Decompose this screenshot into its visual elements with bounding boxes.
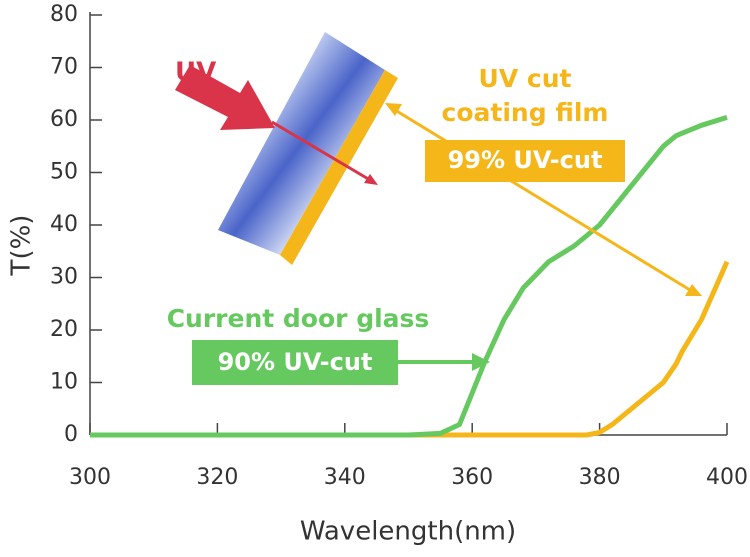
y-tick-label: 20 (50, 317, 78, 342)
illustration (175, 32, 702, 385)
series-line (90, 260, 730, 438)
uv-label: UV (175, 58, 216, 88)
y-tick-label: 30 (50, 265, 78, 290)
y-tick-label: 60 (50, 107, 78, 132)
x-tick-label: 360 (451, 465, 493, 490)
y-tick-label: 0 (64, 422, 78, 447)
arrow-head (472, 353, 490, 371)
y-tick-label: 50 (50, 160, 78, 185)
series-label: UV cut coating film (442, 64, 609, 127)
coating (280, 70, 398, 265)
series-label: Current door glass (167, 304, 430, 333)
coating-arrow (394, 108, 691, 292)
glass (218, 32, 385, 255)
y-tick-label: 80 (50, 2, 78, 27)
y-tick-label: 10 (50, 370, 78, 395)
y-tick-label: 40 (50, 212, 78, 237)
series-line (90, 115, 728, 438)
x-tick-label: 300 (69, 465, 111, 490)
x-tick-label: 400 (706, 465, 748, 490)
tag-box (425, 140, 625, 182)
y-tick-label: 70 (50, 55, 78, 80)
tag-label: 90% UV-cut (218, 348, 373, 376)
x-tick-label: 380 (579, 465, 621, 490)
uv-ray (271, 120, 371, 182)
x-tick-label: 340 (324, 465, 366, 490)
tag-label: 99% UV-cut (448, 146, 603, 174)
uv-ray-head (364, 174, 378, 185)
x-tick-label: 320 (196, 465, 238, 490)
uv-arrow (175, 65, 275, 130)
y-axis-label: T(%) (7, 215, 37, 277)
tag-box (192, 340, 398, 385)
arrow-head (385, 103, 402, 116)
x-axis-label: Wavelength(nm) (300, 517, 516, 547)
arrow-head (685, 284, 702, 296)
